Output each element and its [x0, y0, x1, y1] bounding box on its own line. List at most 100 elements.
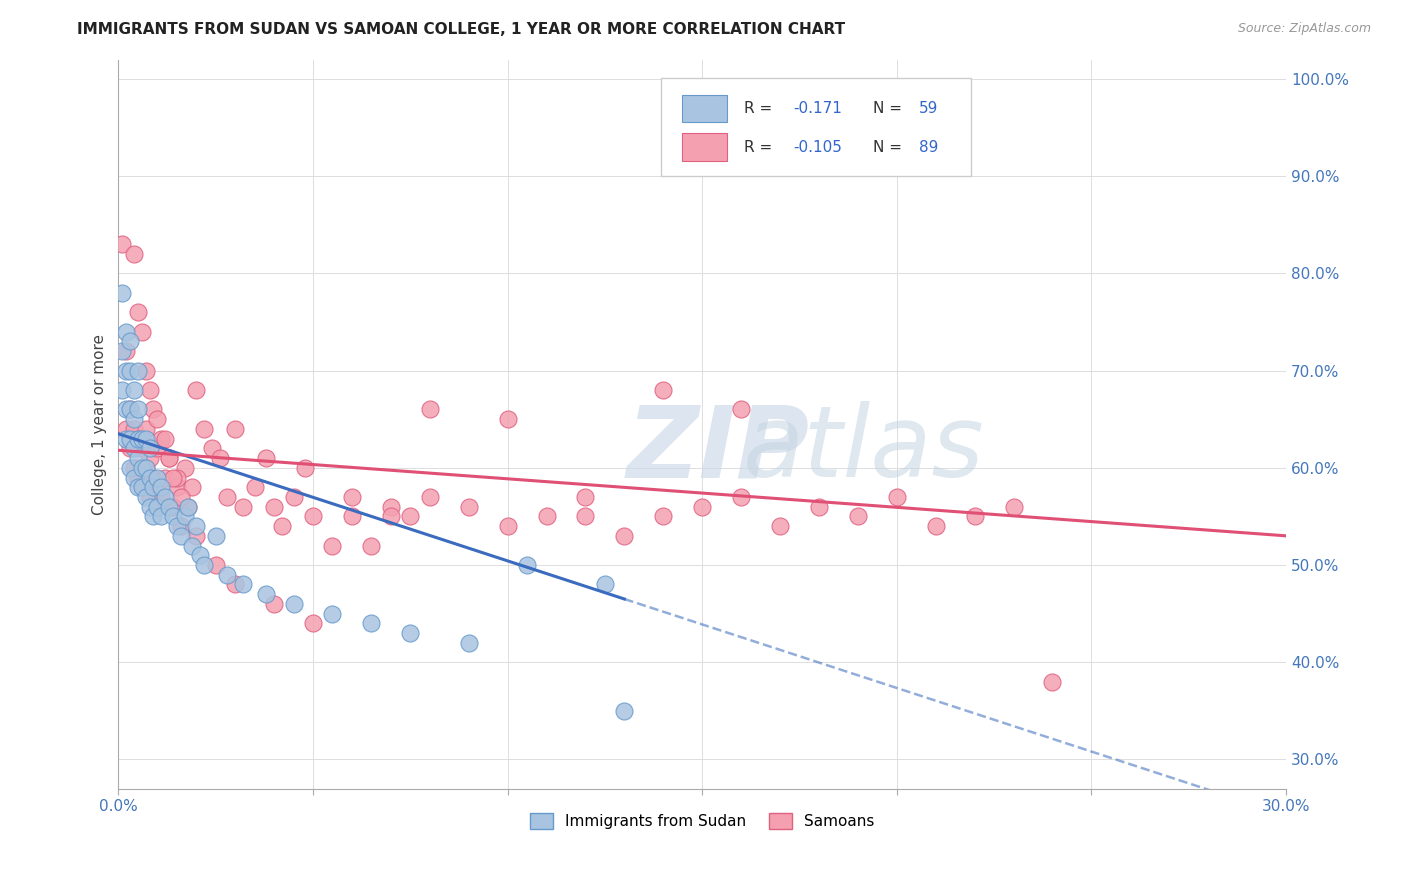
Bar: [682, 95, 727, 122]
Point: [419, 402, 441, 417]
Point: [170, 490, 193, 504]
Point: [173, 460, 195, 475]
Text: atlas: atlas: [742, 401, 984, 498]
Point: [150, 432, 173, 446]
Point: [153, 432, 176, 446]
Point: [652, 383, 675, 397]
Point: [254, 587, 277, 601]
Point: [186, 529, 208, 543]
Point: [270, 519, 292, 533]
Point: [131, 480, 153, 494]
Point: [574, 509, 596, 524]
Point: [127, 305, 149, 319]
FancyBboxPatch shape: [661, 78, 970, 177]
Point: [127, 470, 149, 484]
Point: [294, 460, 316, 475]
Point: [193, 558, 215, 572]
Point: [138, 490, 160, 504]
Point: [263, 500, 285, 514]
Point: [170, 529, 193, 543]
Point: [321, 539, 343, 553]
Point: [516, 558, 538, 572]
Point: [204, 558, 226, 572]
Point: [807, 500, 830, 514]
Point: [340, 509, 363, 524]
Point: [127, 451, 149, 466]
Point: [380, 509, 402, 524]
Point: [201, 442, 224, 456]
Point: [162, 500, 184, 514]
Point: [138, 451, 160, 466]
Text: Source: ZipAtlas.com: Source: ZipAtlas.com: [1237, 22, 1371, 36]
Text: N =: N =: [873, 139, 907, 154]
Point: [120, 460, 142, 475]
Point: [131, 480, 153, 494]
Point: [122, 383, 145, 397]
Point: [496, 412, 519, 426]
Point: [170, 519, 193, 533]
Point: [963, 509, 986, 524]
Point: [886, 490, 908, 504]
Point: [142, 470, 165, 484]
Point: [419, 490, 441, 504]
Point: [122, 422, 145, 436]
Text: R =: R =: [744, 101, 778, 116]
Point: [127, 402, 149, 417]
Text: R =: R =: [744, 139, 778, 154]
Point: [177, 500, 200, 514]
Point: [690, 500, 713, 514]
Legend: Immigrants from Sudan, Samoans: Immigrants from Sudan, Samoans: [524, 807, 880, 836]
Point: [146, 442, 169, 456]
Point: [120, 363, 142, 377]
Point: [153, 490, 176, 504]
Point: [730, 490, 752, 504]
Point: [302, 616, 325, 631]
Point: [162, 470, 184, 484]
Point: [925, 519, 948, 533]
Point: [360, 616, 382, 631]
Text: 59: 59: [920, 101, 939, 116]
Point: [131, 442, 153, 456]
Point: [146, 480, 169, 494]
Point: [162, 509, 184, 524]
Text: N =: N =: [873, 101, 907, 116]
Point: [380, 500, 402, 514]
Point: [263, 597, 285, 611]
Point: [111, 237, 134, 252]
Point: [120, 402, 142, 417]
Point: [115, 325, 138, 339]
Point: [153, 470, 176, 484]
Point: [115, 402, 138, 417]
Point: [593, 577, 616, 591]
Point: [115, 363, 138, 377]
Point: [150, 480, 173, 494]
Point: [150, 490, 173, 504]
Point: [181, 539, 204, 553]
Point: [1002, 500, 1025, 514]
Point: [193, 422, 215, 436]
Point: [1042, 674, 1064, 689]
Point: [283, 490, 305, 504]
Point: [496, 519, 519, 533]
Point: [536, 509, 558, 524]
Point: [120, 334, 142, 349]
Point: [122, 460, 145, 475]
Point: [122, 470, 145, 484]
Point: [613, 704, 636, 718]
Point: [142, 402, 165, 417]
Point: [150, 509, 173, 524]
Point: [138, 383, 160, 397]
Point: [142, 509, 165, 524]
Point: [122, 247, 145, 261]
Point: [120, 432, 142, 446]
Point: [166, 480, 188, 494]
Point: [135, 363, 157, 377]
Point: [146, 412, 169, 426]
Point: [157, 451, 180, 466]
Point: [613, 529, 636, 543]
Point: [166, 470, 188, 484]
Point: [115, 422, 138, 436]
Point: [135, 422, 157, 436]
Text: 89: 89: [920, 139, 939, 154]
Point: [243, 480, 266, 494]
